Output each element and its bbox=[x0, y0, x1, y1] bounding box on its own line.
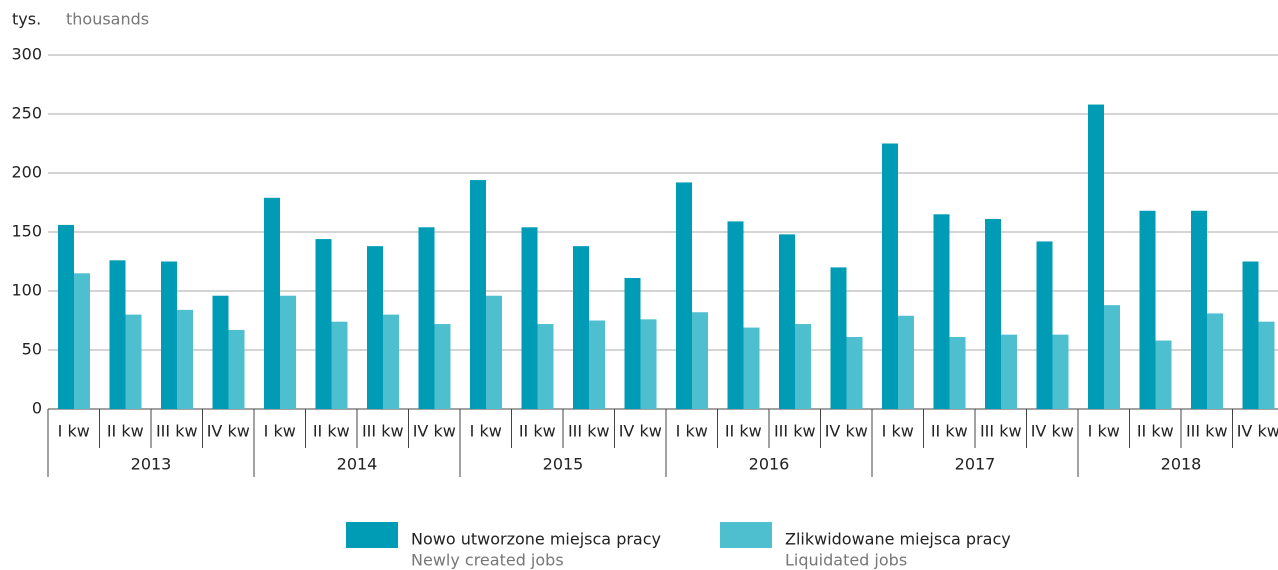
year-label: 2013 bbox=[131, 455, 172, 474]
x-tick-label: III kw bbox=[774, 422, 816, 441]
x-tick-label: IV kw bbox=[207, 422, 250, 441]
y-tick-label: 150 bbox=[11, 222, 42, 241]
year-label: 2014 bbox=[337, 455, 378, 474]
legend-swatch bbox=[346, 522, 398, 548]
bar bbox=[933, 214, 950, 409]
bar bbox=[882, 143, 898, 409]
legend-swatch bbox=[720, 522, 772, 548]
bar bbox=[692, 312, 708, 409]
y-axis-label-en: thousands bbox=[66, 10, 149, 29]
bar bbox=[1155, 340, 1172, 409]
bar bbox=[470, 180, 486, 409]
bar bbox=[830, 267, 847, 409]
bar bbox=[795, 324, 811, 409]
bar bbox=[418, 227, 435, 409]
y-tick-label: 0 bbox=[32, 399, 42, 418]
y-tick-label: 250 bbox=[11, 104, 42, 123]
legend-label-en: Liquidated jobs bbox=[785, 551, 907, 570]
bar bbox=[743, 327, 760, 409]
x-tick-label: II kw bbox=[931, 422, 968, 441]
bar bbox=[640, 319, 657, 409]
bar bbox=[676, 182, 692, 409]
bar bbox=[125, 314, 142, 409]
bar bbox=[1207, 313, 1223, 409]
bar bbox=[727, 221, 744, 409]
bar bbox=[1258, 321, 1275, 409]
bar bbox=[228, 329, 245, 409]
bar bbox=[161, 261, 177, 409]
bar bbox=[486, 295, 502, 409]
bar bbox=[1242, 261, 1259, 409]
x-tick-label: II kw bbox=[1137, 422, 1174, 441]
x-tick-label: IV kw bbox=[825, 422, 868, 441]
x-tick-label: I kw bbox=[58, 422, 90, 441]
year-label: 2018 bbox=[1161, 455, 1202, 474]
bar bbox=[846, 337, 863, 409]
legend-label: Zlikwidowane miejsca pracy bbox=[785, 530, 1011, 549]
x-tick-label: II kw bbox=[725, 422, 762, 441]
bar bbox=[109, 260, 126, 409]
year-label: 2017 bbox=[955, 455, 996, 474]
x-tick-label: I kw bbox=[264, 422, 296, 441]
bar bbox=[985, 219, 1001, 409]
bar bbox=[212, 295, 229, 409]
x-tick-label: II kw bbox=[313, 422, 350, 441]
x-tick-label: I kw bbox=[1088, 422, 1120, 441]
bar bbox=[1104, 305, 1120, 409]
legend-label: Nowo utworzone miejsca pracy bbox=[411, 530, 661, 549]
legend-label-en: Newly created jobs bbox=[411, 551, 564, 570]
x-tick-label: IV kw bbox=[1237, 422, 1278, 441]
y-tick-label: 300 bbox=[11, 45, 42, 64]
bar bbox=[1052, 334, 1069, 409]
bar bbox=[315, 239, 332, 409]
bar bbox=[1191, 210, 1207, 409]
bar bbox=[1036, 241, 1053, 409]
bar bbox=[264, 197, 280, 409]
y-axis-label: tys. bbox=[12, 10, 41, 29]
bar bbox=[898, 315, 914, 409]
x-tick-label: II kw bbox=[107, 422, 144, 441]
x-tick-label: I kw bbox=[470, 422, 502, 441]
x-tick-label: III kw bbox=[362, 422, 404, 441]
bar bbox=[58, 224, 74, 409]
x-tick-label: IV kw bbox=[413, 422, 456, 441]
bar bbox=[1139, 210, 1156, 409]
bar bbox=[949, 337, 966, 409]
bar bbox=[624, 278, 641, 409]
bar bbox=[1001, 334, 1017, 409]
bar bbox=[779, 234, 795, 409]
y-tick-label: 100 bbox=[11, 281, 42, 300]
bar bbox=[521, 227, 538, 409]
x-tick-label: III kw bbox=[156, 422, 198, 441]
bar bbox=[573, 246, 589, 409]
x-tick-label: IV kw bbox=[1031, 422, 1074, 441]
year-label: 2015 bbox=[543, 455, 584, 474]
x-tick-label: II kw bbox=[519, 422, 556, 441]
bar bbox=[537, 324, 554, 409]
x-tick-label: III kw bbox=[568, 422, 610, 441]
x-tick-label: III kw bbox=[980, 422, 1022, 441]
y-tick-label: 50 bbox=[22, 340, 42, 359]
bar bbox=[74, 273, 90, 409]
bar bbox=[434, 324, 451, 409]
bar bbox=[589, 320, 605, 409]
x-tick-label: IV kw bbox=[619, 422, 662, 441]
bar bbox=[1088, 104, 1104, 409]
bar bbox=[367, 246, 383, 409]
bar bbox=[383, 314, 399, 409]
bar bbox=[331, 321, 348, 409]
x-tick-label: III kw bbox=[1186, 422, 1228, 441]
year-label: 2016 bbox=[749, 455, 790, 474]
bar bbox=[280, 295, 296, 409]
y-tick-label: 200 bbox=[11, 163, 42, 182]
x-tick-label: I kw bbox=[882, 422, 914, 441]
x-tick-label: I kw bbox=[676, 422, 708, 441]
bar bbox=[177, 309, 193, 409]
